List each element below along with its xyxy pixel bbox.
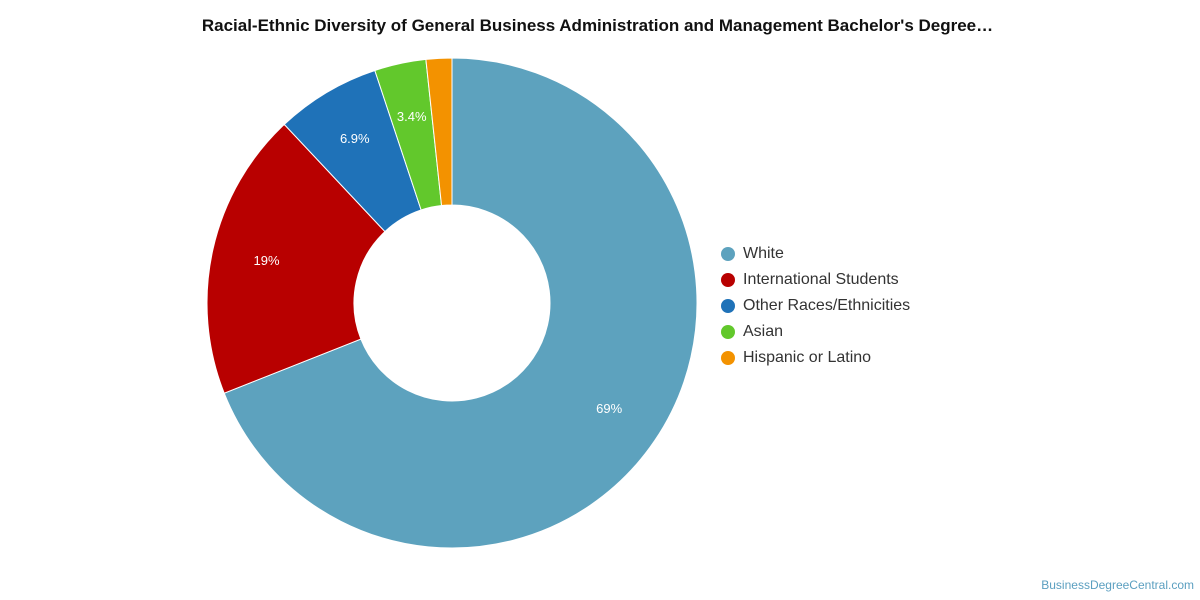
chart-legend: White International Students Other Races/E… xyxy=(721,241,910,371)
legend-label: Hispanic or Latino xyxy=(743,349,872,366)
legend-swatch xyxy=(721,273,735,287)
donut-slices xyxy=(206,57,698,549)
legend-swatch xyxy=(721,247,735,261)
legend-item[interactable]: International Students xyxy=(721,267,910,293)
legend-item[interactable]: Other Races/Ethnicities xyxy=(721,293,910,319)
chart-title: Racial-Ethnic Diversity of General Busin… xyxy=(201,16,994,35)
legend-swatch xyxy=(721,325,735,339)
legend-item[interactable]: White xyxy=(721,241,910,267)
slice-white[interactable] xyxy=(223,57,698,549)
legend-item[interactable]: Hispanic or Latino xyxy=(721,345,910,371)
legend-label: International Students xyxy=(743,271,899,288)
site-watermark[interactable]: BusinessDegreeCentral.com xyxy=(1041,578,1194,592)
slice-label: 6.9% xyxy=(340,131,370,146)
slice-hispanic-or-latino[interactable] xyxy=(425,57,453,207)
legend-label: Asian xyxy=(743,323,784,340)
legend-label: White xyxy=(743,245,784,262)
legend-label: Other Races/Ethnicities xyxy=(743,297,911,314)
legend-item[interactable]: Asian xyxy=(721,319,910,345)
donut-labels: 69% 19% 6.9% 3.4% xyxy=(254,109,623,416)
slice-international-students[interactable] xyxy=(206,123,386,394)
slice-label: 3.4% xyxy=(397,109,427,124)
slice-label: 19% xyxy=(254,253,280,268)
legend-swatch xyxy=(721,299,735,313)
slice-label: 69% xyxy=(596,401,622,416)
legend-swatch xyxy=(721,351,735,365)
